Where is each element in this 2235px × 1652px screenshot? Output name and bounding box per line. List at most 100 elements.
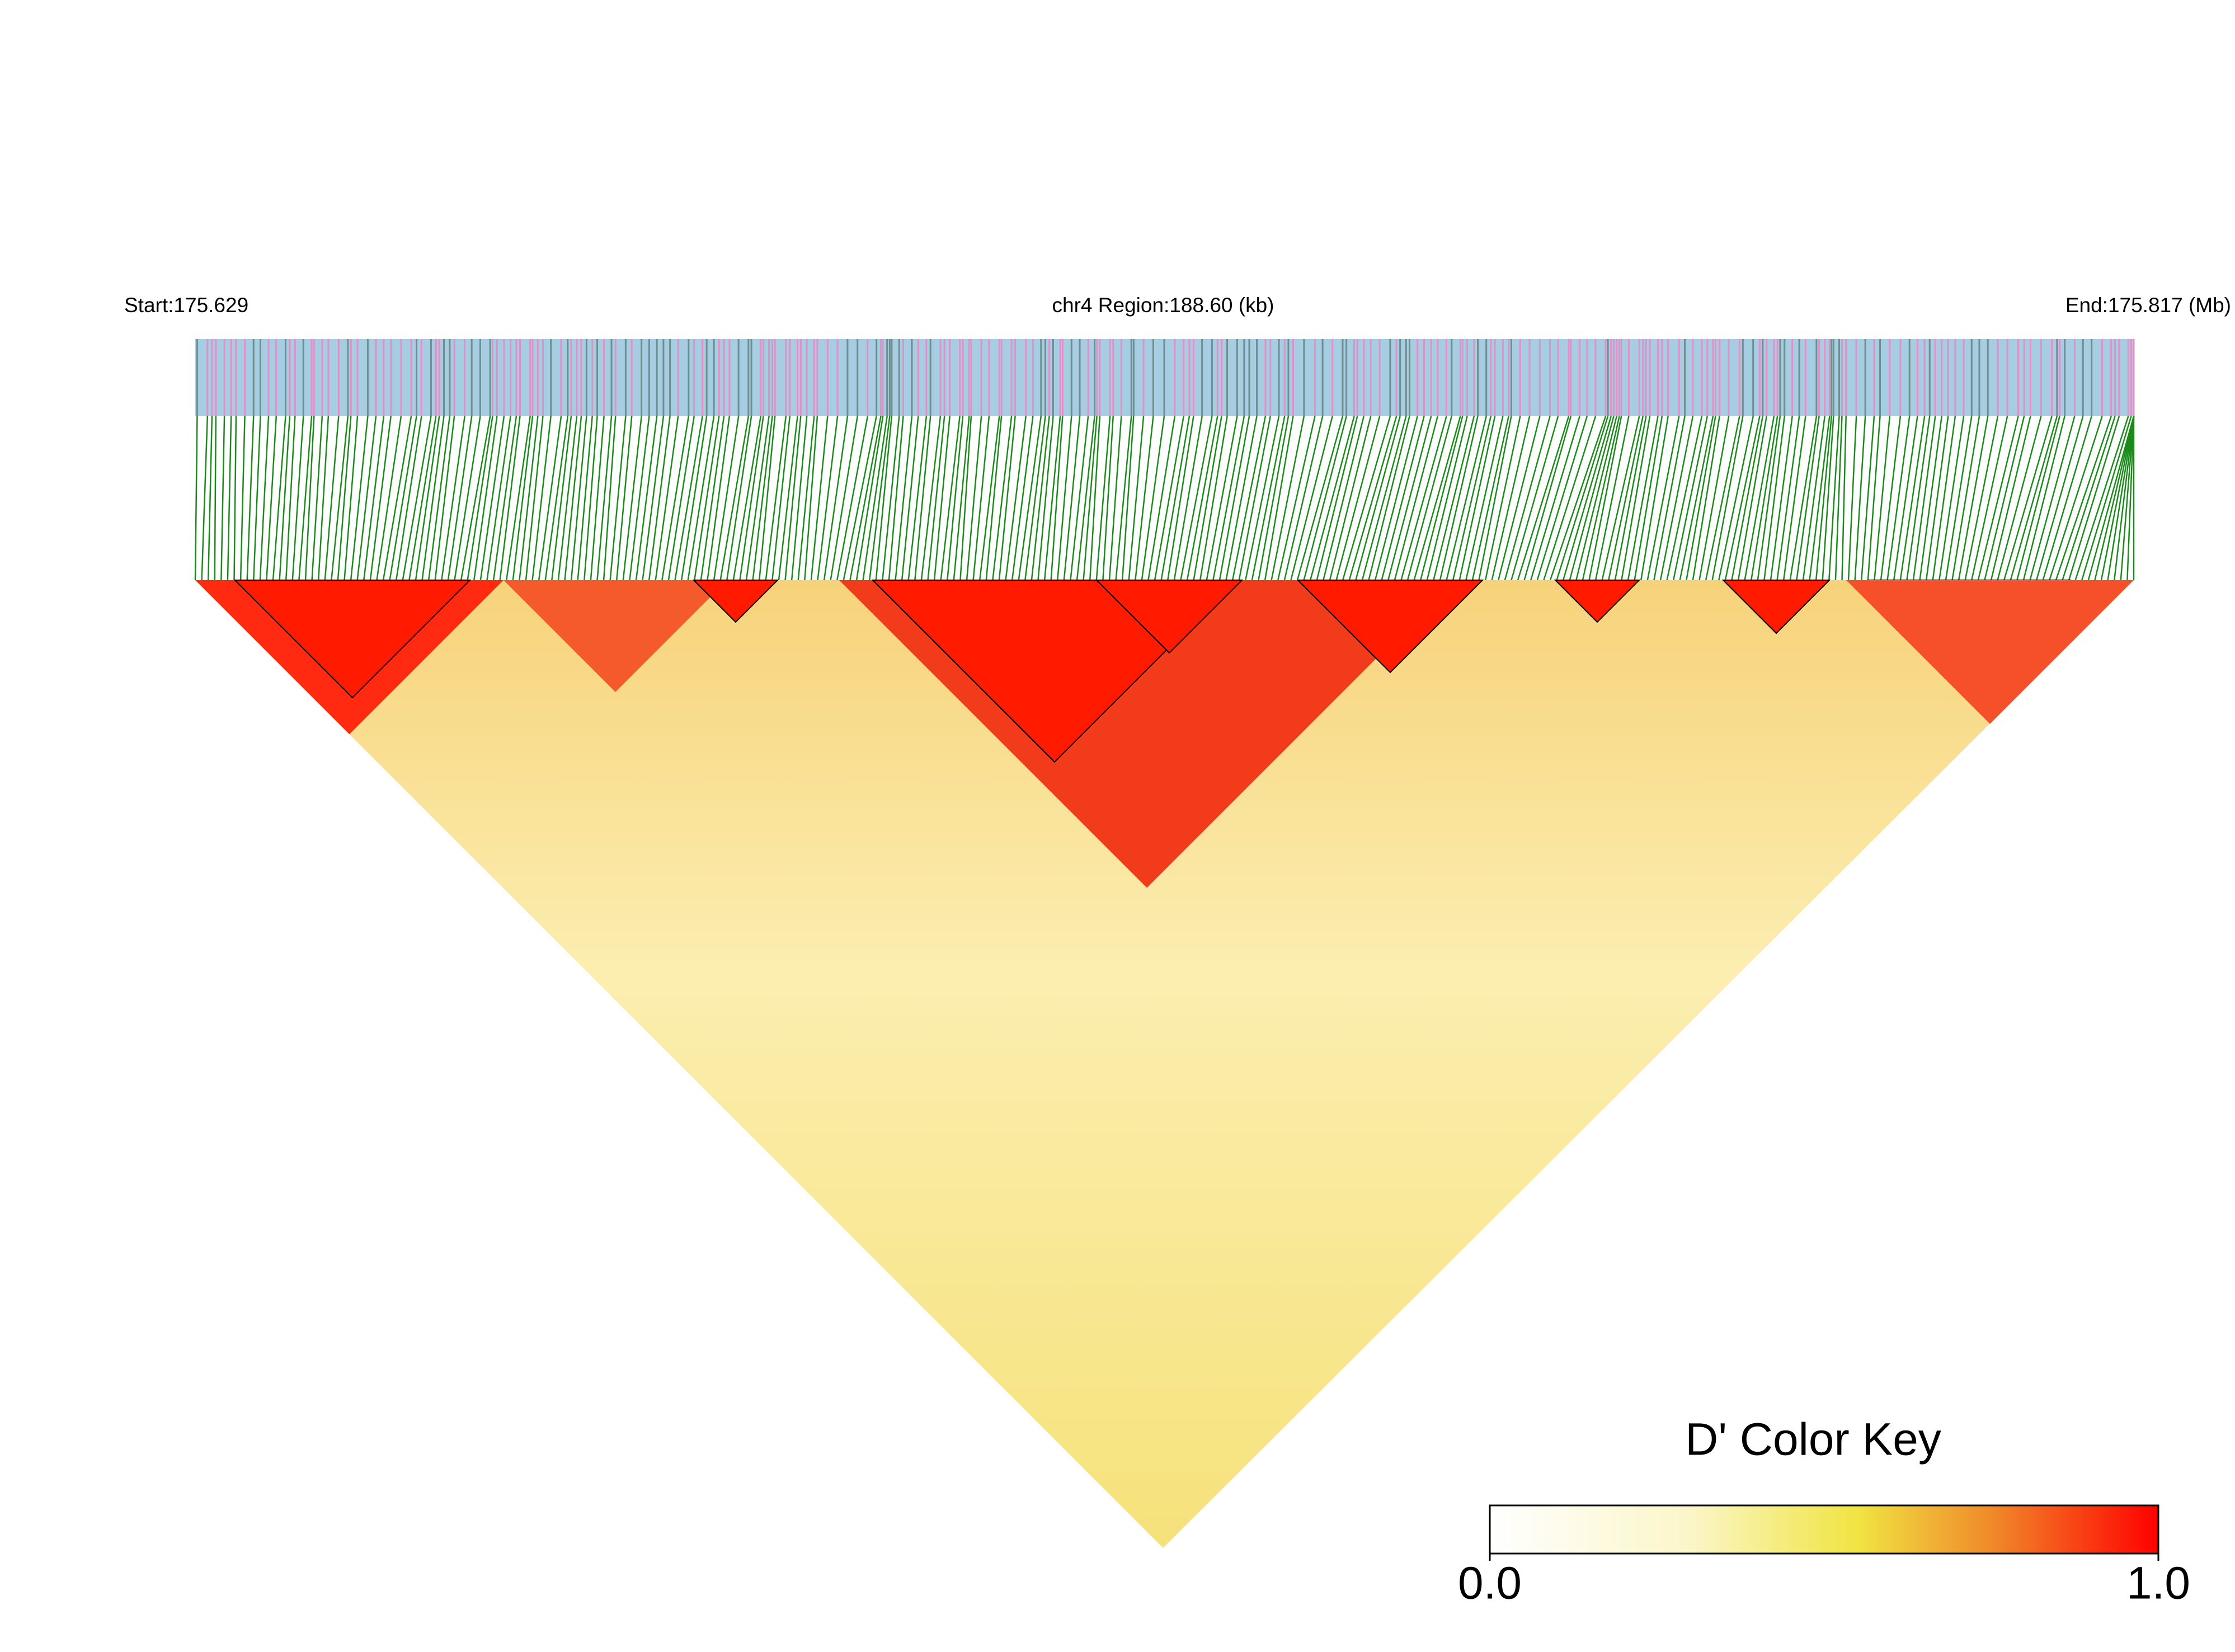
snp-link [1841,416,1847,581]
ld-block [1846,580,2134,724]
snp-link [447,416,473,581]
snp-link [1504,416,1551,581]
snp-link [1977,416,2019,581]
snp-link [1731,416,1764,581]
snp-link [1919,416,1943,581]
snp-link [1809,416,1831,581]
snp-link [369,416,392,581]
snp-link [1925,416,1949,581]
snp-link [992,416,1013,581]
snp-link [214,416,217,581]
snp-link [1874,416,1891,581]
snp-link [1646,416,1680,581]
snp-link [1024,416,1046,581]
snp-link [499,416,521,581]
snp-link [201,416,209,581]
snp-link [694,416,720,581]
snp-link [1316,416,1358,581]
snp-link [2100,416,2135,581]
snp-link [1374,416,1418,581]
snp-link [1076,416,1095,581]
ld-block [692,580,779,623]
snp-link [933,416,951,581]
key-tick-label: 1.0 [2126,1558,2190,1609]
snp-link [784,416,802,581]
ld-block [504,580,727,692]
snp-link [1290,416,1333,581]
snp-link [1886,416,1911,581]
color-key-bar [1489,1504,2159,1555]
snp-link [1394,416,1438,581]
snp-link [1361,416,1407,581]
snp-link [1095,416,1111,581]
snp-link [1264,416,1294,581]
snp-link [525,416,544,581]
snp-link [603,416,617,581]
snp-link [739,416,764,581]
snp-link [1310,416,1355,581]
snp-link [1543,416,1597,581]
snp-link [1426,416,1468,581]
snp-link [947,416,964,581]
snp-link [1193,416,1222,581]
snp-link [1231,416,1267,581]
snp-link [1951,416,1980,581]
snp-link [1031,416,1050,581]
snp-link [207,416,213,581]
snp-link [492,416,517,581]
snp-link [2126,416,2135,581]
snp-link [836,416,869,581]
snp-link [596,416,613,581]
snp-link [771,416,791,581]
snp-link [1549,416,1607,581]
snp-link [1206,416,1238,581]
snp-link [1614,416,1647,581]
snp-link [1834,416,1843,581]
snp-link [434,416,455,581]
snp-link [1601,416,1640,581]
snp-link [486,416,511,581]
snp-link [512,416,534,581]
snp-link [719,416,750,581]
snp-link [1043,416,1061,581]
snp-link [1984,416,2025,581]
snp-link [356,416,377,581]
snp-link [1484,416,1521,581]
snp-link [1452,416,1492,581]
snp-link [1335,416,1381,581]
snp-link [817,416,839,581]
snp-link [1854,416,1866,581]
snp-link [823,416,849,581]
snp-link [2049,416,2103,581]
snp-link [1569,416,1615,581]
snp-link [1323,416,1364,581]
snp-link [1238,416,1272,581]
snp-link [415,416,440,581]
ld-block [1095,580,1244,654]
snp-link [1666,416,1703,581]
snp-link [1692,416,1720,581]
snp-link [376,416,402,581]
snp-link [1517,416,1570,581]
snp-link [506,416,531,581]
snp-link [2074,416,2129,581]
ld-block [1296,580,1484,674]
snp-link [1711,416,1744,581]
snp-link [1050,416,1064,581]
snp-link [1342,416,1391,581]
snp-link [1433,416,1475,581]
snp-link [1135,416,1154,581]
snp-link [713,416,740,581]
snp-link [259,416,270,581]
snp-link [1102,416,1114,581]
snp-link [1498,416,1541,581]
snp-link [940,416,961,581]
snp-link [454,416,481,581]
snp-link [1089,416,1101,581]
snp-link [2087,416,2135,581]
snp-link [1763,416,1786,581]
snp-link [1491,416,1531,581]
ld-triangle [195,580,2134,1548]
snp-link [441,416,465,581]
